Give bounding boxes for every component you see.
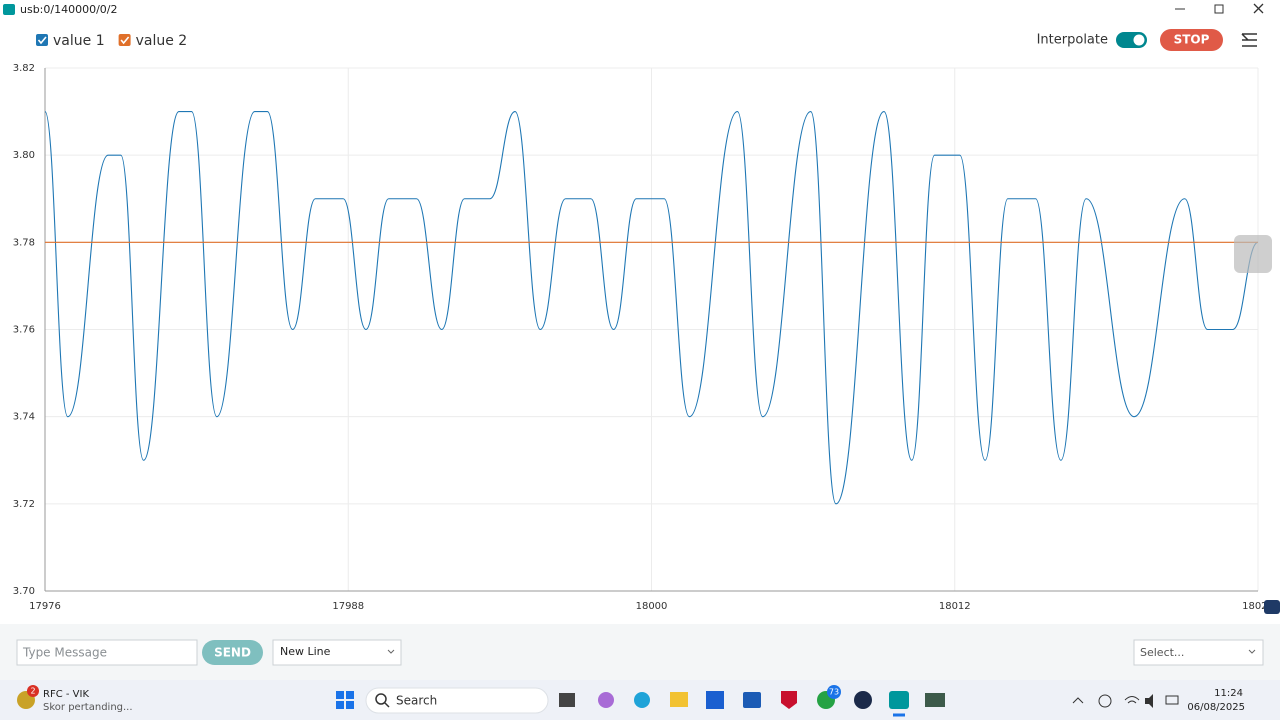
stop-button[interactable] bbox=[1160, 29, 1223, 51]
taskbar-icon[interactable] bbox=[889, 691, 909, 709]
data-line bbox=[44, 111, 1259, 505]
taskbar-icon[interactable] bbox=[634, 692, 650, 708]
start-tile bbox=[346, 701, 354, 709]
search-icon bbox=[384, 702, 390, 708]
search-icon bbox=[375, 693, 387, 705]
taskbar-icon[interactable] bbox=[854, 691, 872, 709]
x-tick-label: 17976 bbox=[29, 601, 61, 612]
check-mark bbox=[37, 36, 47, 45]
window-title: usb:0/140000/0/2 bbox=[20, 3, 118, 16]
app-icon bbox=[3, 4, 15, 15]
plot: 3.70 3.72 3.74 3.76 3.78 3.80 3.82 17976 17988 18… bbox=[13, 63, 1274, 612]
start-tile bbox=[346, 691, 354, 699]
taskbar-icon[interactable] bbox=[559, 693, 575, 707]
taskbar-icon[interactable] bbox=[706, 691, 724, 709]
x-tick-label: 18000 bbox=[636, 601, 668, 612]
badge bbox=[827, 685, 841, 699]
message-placeholder: Type Message bbox=[22, 646, 107, 660]
x-tick-label: 18012 bbox=[939, 601, 971, 612]
overlay-icon[interactable] bbox=[1234, 235, 1272, 273]
app-subtitle: Skor pertanding... bbox=[43, 702, 133, 713]
dropdown-arrow bbox=[387, 649, 395, 654]
close-button[interactable] bbox=[1253, 3, 1264, 14]
taskbar-icon[interactable] bbox=[925, 693, 945, 707]
start-button[interactable] bbox=[336, 691, 354, 709]
y-tick-label: 3.82 bbox=[13, 63, 35, 74]
y-tick-label: 3.76 bbox=[13, 325, 35, 336]
line-ending-label: New Line bbox=[280, 645, 331, 658]
y-tick-label: 3.70 bbox=[13, 586, 35, 597]
toggle-knob bbox=[1133, 34, 1145, 46]
maximize-button[interactable] bbox=[1214, 4, 1224, 14]
wifi-icon[interactable] bbox=[1124, 696, 1140, 704]
app-title: RFC - VIK bbox=[43, 689, 89, 700]
dropdown-arrow bbox=[1248, 649, 1256, 654]
badge-count: 73 bbox=[829, 688, 839, 697]
start-tile bbox=[336, 701, 344, 709]
stop-label: STOP bbox=[1174, 33, 1210, 47]
baud-select[interactable] bbox=[1133, 639, 1264, 666]
legend-checkbox[interactable] bbox=[118, 34, 131, 46]
badge bbox=[27, 685, 39, 697]
badge-count: 2 bbox=[30, 687, 35, 696]
y-tick-label: 3.72 bbox=[13, 499, 35, 510]
tray-icon[interactable] bbox=[1098, 694, 1112, 708]
search-box[interactable] bbox=[365, 687, 549, 714]
x-tick-label: 18024 bbox=[1242, 601, 1274, 612]
taskbar-icon[interactable] bbox=[743, 692, 761, 708]
clock-time: 11:24 bbox=[1214, 688, 1243, 699]
message-input[interactable] bbox=[16, 639, 198, 666]
taskbar-icon[interactable] bbox=[598, 692, 614, 708]
taskbar-icon[interactable] bbox=[781, 691, 797, 709]
interpolate-label: Interpolate bbox=[1037, 33, 1108, 48]
baud-label: Select... bbox=[1140, 646, 1184, 659]
legend-label: value 2 bbox=[136, 33, 188, 49]
start-tile bbox=[336, 691, 344, 699]
send-label: SEND bbox=[214, 646, 251, 660]
send-button[interactable] bbox=[202, 640, 263, 665]
check-mark bbox=[120, 36, 130, 45]
taskbar-icon[interactable] bbox=[670, 692, 688, 707]
line-ending-select[interactable] bbox=[272, 639, 402, 666]
search-label: Search bbox=[396, 694, 437, 708]
y-tick-label: 3.78 bbox=[13, 237, 35, 248]
menu-button[interactable] bbox=[1241, 33, 1257, 47]
legend: value 1 value 2 bbox=[36, 33, 187, 49]
clock-date: 06/08/2025 bbox=[1187, 702, 1245, 713]
tray-chevron[interactable] bbox=[1072, 697, 1084, 704]
title-bar bbox=[0, 0, 1280, 20]
y-tick-label: 3.74 bbox=[13, 412, 35, 423]
side-icon[interactable] bbox=[1264, 600, 1280, 614]
legend-label: value 1 bbox=[53, 33, 105, 49]
battery-icon[interactable] bbox=[1165, 695, 1179, 705]
legend-checkbox[interactable] bbox=[36, 34, 48, 46]
volume-icon[interactable] bbox=[1145, 694, 1153, 708]
x-tick-label: 17988 bbox=[332, 601, 364, 612]
y-tick-label: 3.80 bbox=[13, 150, 35, 161]
